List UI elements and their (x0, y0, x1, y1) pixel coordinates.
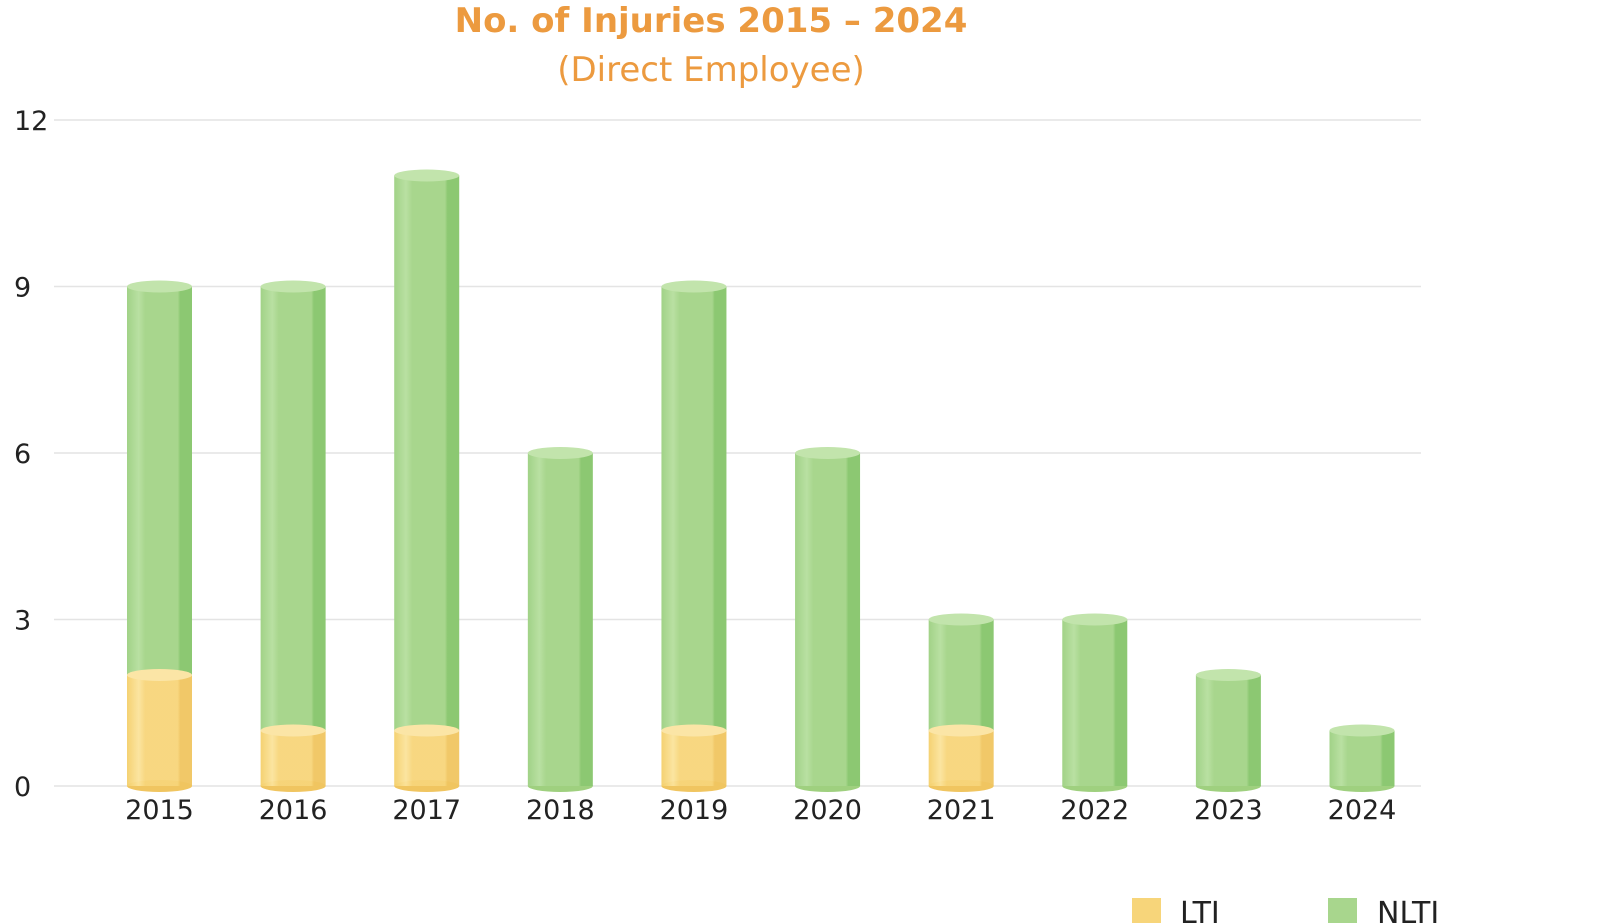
bar-segment-nlti (527, 453, 593, 786)
x-tick-label: 2018 (526, 795, 595, 826)
bar-2017 (394, 169, 460, 792)
y-tick-label: 6 (14, 439, 31, 470)
x-tick-label: 2015 (125, 795, 194, 826)
bar-segment-nlti (1329, 730, 1395, 786)
bar-segment-lti-top (928, 724, 994, 737)
bar-segment-nlti (1062, 619, 1128, 786)
bar-segment-lti (928, 730, 994, 786)
y-tick-label: 12 (14, 106, 48, 137)
x-tick-label: 2016 (259, 795, 328, 826)
bar-2021 (928, 613, 994, 792)
bar-top-cap (928, 613, 994, 626)
bar-top-cap (260, 280, 326, 293)
chart-title: No. of Injuries 2015 – 2024 (455, 1, 968, 41)
x-axis-ticks: 2015 2016 2017 2018 2019 2020 2021 2022 2023 2024 (125, 795, 1396, 826)
bar-2018 (527, 447, 593, 792)
y-tick-label: 3 (14, 606, 31, 637)
x-tick-label: 2021 (927, 795, 996, 826)
bar-segment-lti-top (127, 669, 192, 681)
bar-segment-lti (661, 730, 727, 786)
y-tick-label: 0 (14, 772, 31, 803)
bar-2016 (260, 280, 326, 792)
bar-top-cap (527, 447, 593, 459)
bar-segment-nlti (260, 286, 326, 731)
y-axis-ticks: 0 3 6 9 12 (14, 106, 48, 803)
bar-top-cap (1195, 669, 1261, 681)
x-tick-label: 2022 (1060, 795, 1129, 826)
bar-segment-nlti (127, 286, 192, 675)
bar-segment-lti (260, 730, 326, 786)
bar-segment-nlti (795, 453, 861, 786)
legend-label-lti: LTI (1180, 896, 1220, 923)
legend-swatch-lti (1132, 898, 1161, 923)
bar-segment-nlti (928, 619, 994, 731)
bar-top-cap (795, 447, 861, 459)
x-tick-label: 2017 (392, 795, 461, 826)
legend-swatch-nlti (1328, 898, 1357, 923)
legend-label-nlti: NLTI (1377, 896, 1439, 923)
x-tick-label: 2023 (1194, 795, 1263, 826)
x-tick-label: 2024 (1328, 795, 1397, 826)
bar-segment-lti-top (260, 724, 326, 737)
bar-2019 (661, 280, 727, 792)
bars (127, 169, 1395, 792)
bar-2022 (1062, 613, 1128, 792)
y-tick-label: 9 (14, 273, 31, 304)
bar-2024 (1329, 724, 1395, 792)
bar-top-cap (661, 280, 727, 293)
bar-top-cap (394, 169, 460, 182)
bar-segment-lti (127, 675, 192, 786)
chart-subtitle: (Direct Employee) (557, 50, 865, 90)
bar-segment-lti (394, 730, 460, 786)
x-tick-label: 2019 (660, 795, 729, 826)
bar-segment-lti-top (661, 724, 727, 737)
bar-segment-lti-top (394, 724, 460, 737)
bar-segment-nlti (1195, 675, 1261, 786)
bar-2023 (1195, 669, 1261, 792)
x-tick-label: 2020 (793, 795, 862, 826)
bar-segment-nlti (394, 175, 460, 731)
bar-segment-nlti (661, 286, 727, 731)
bar-top-cap (127, 280, 192, 293)
bar-2020 (795, 447, 861, 792)
bar-2015 (127, 280, 192, 792)
bar-top-cap (1329, 724, 1395, 737)
legend: LTI NLTI (1132, 896, 1439, 923)
bar-top-cap (1062, 613, 1128, 626)
